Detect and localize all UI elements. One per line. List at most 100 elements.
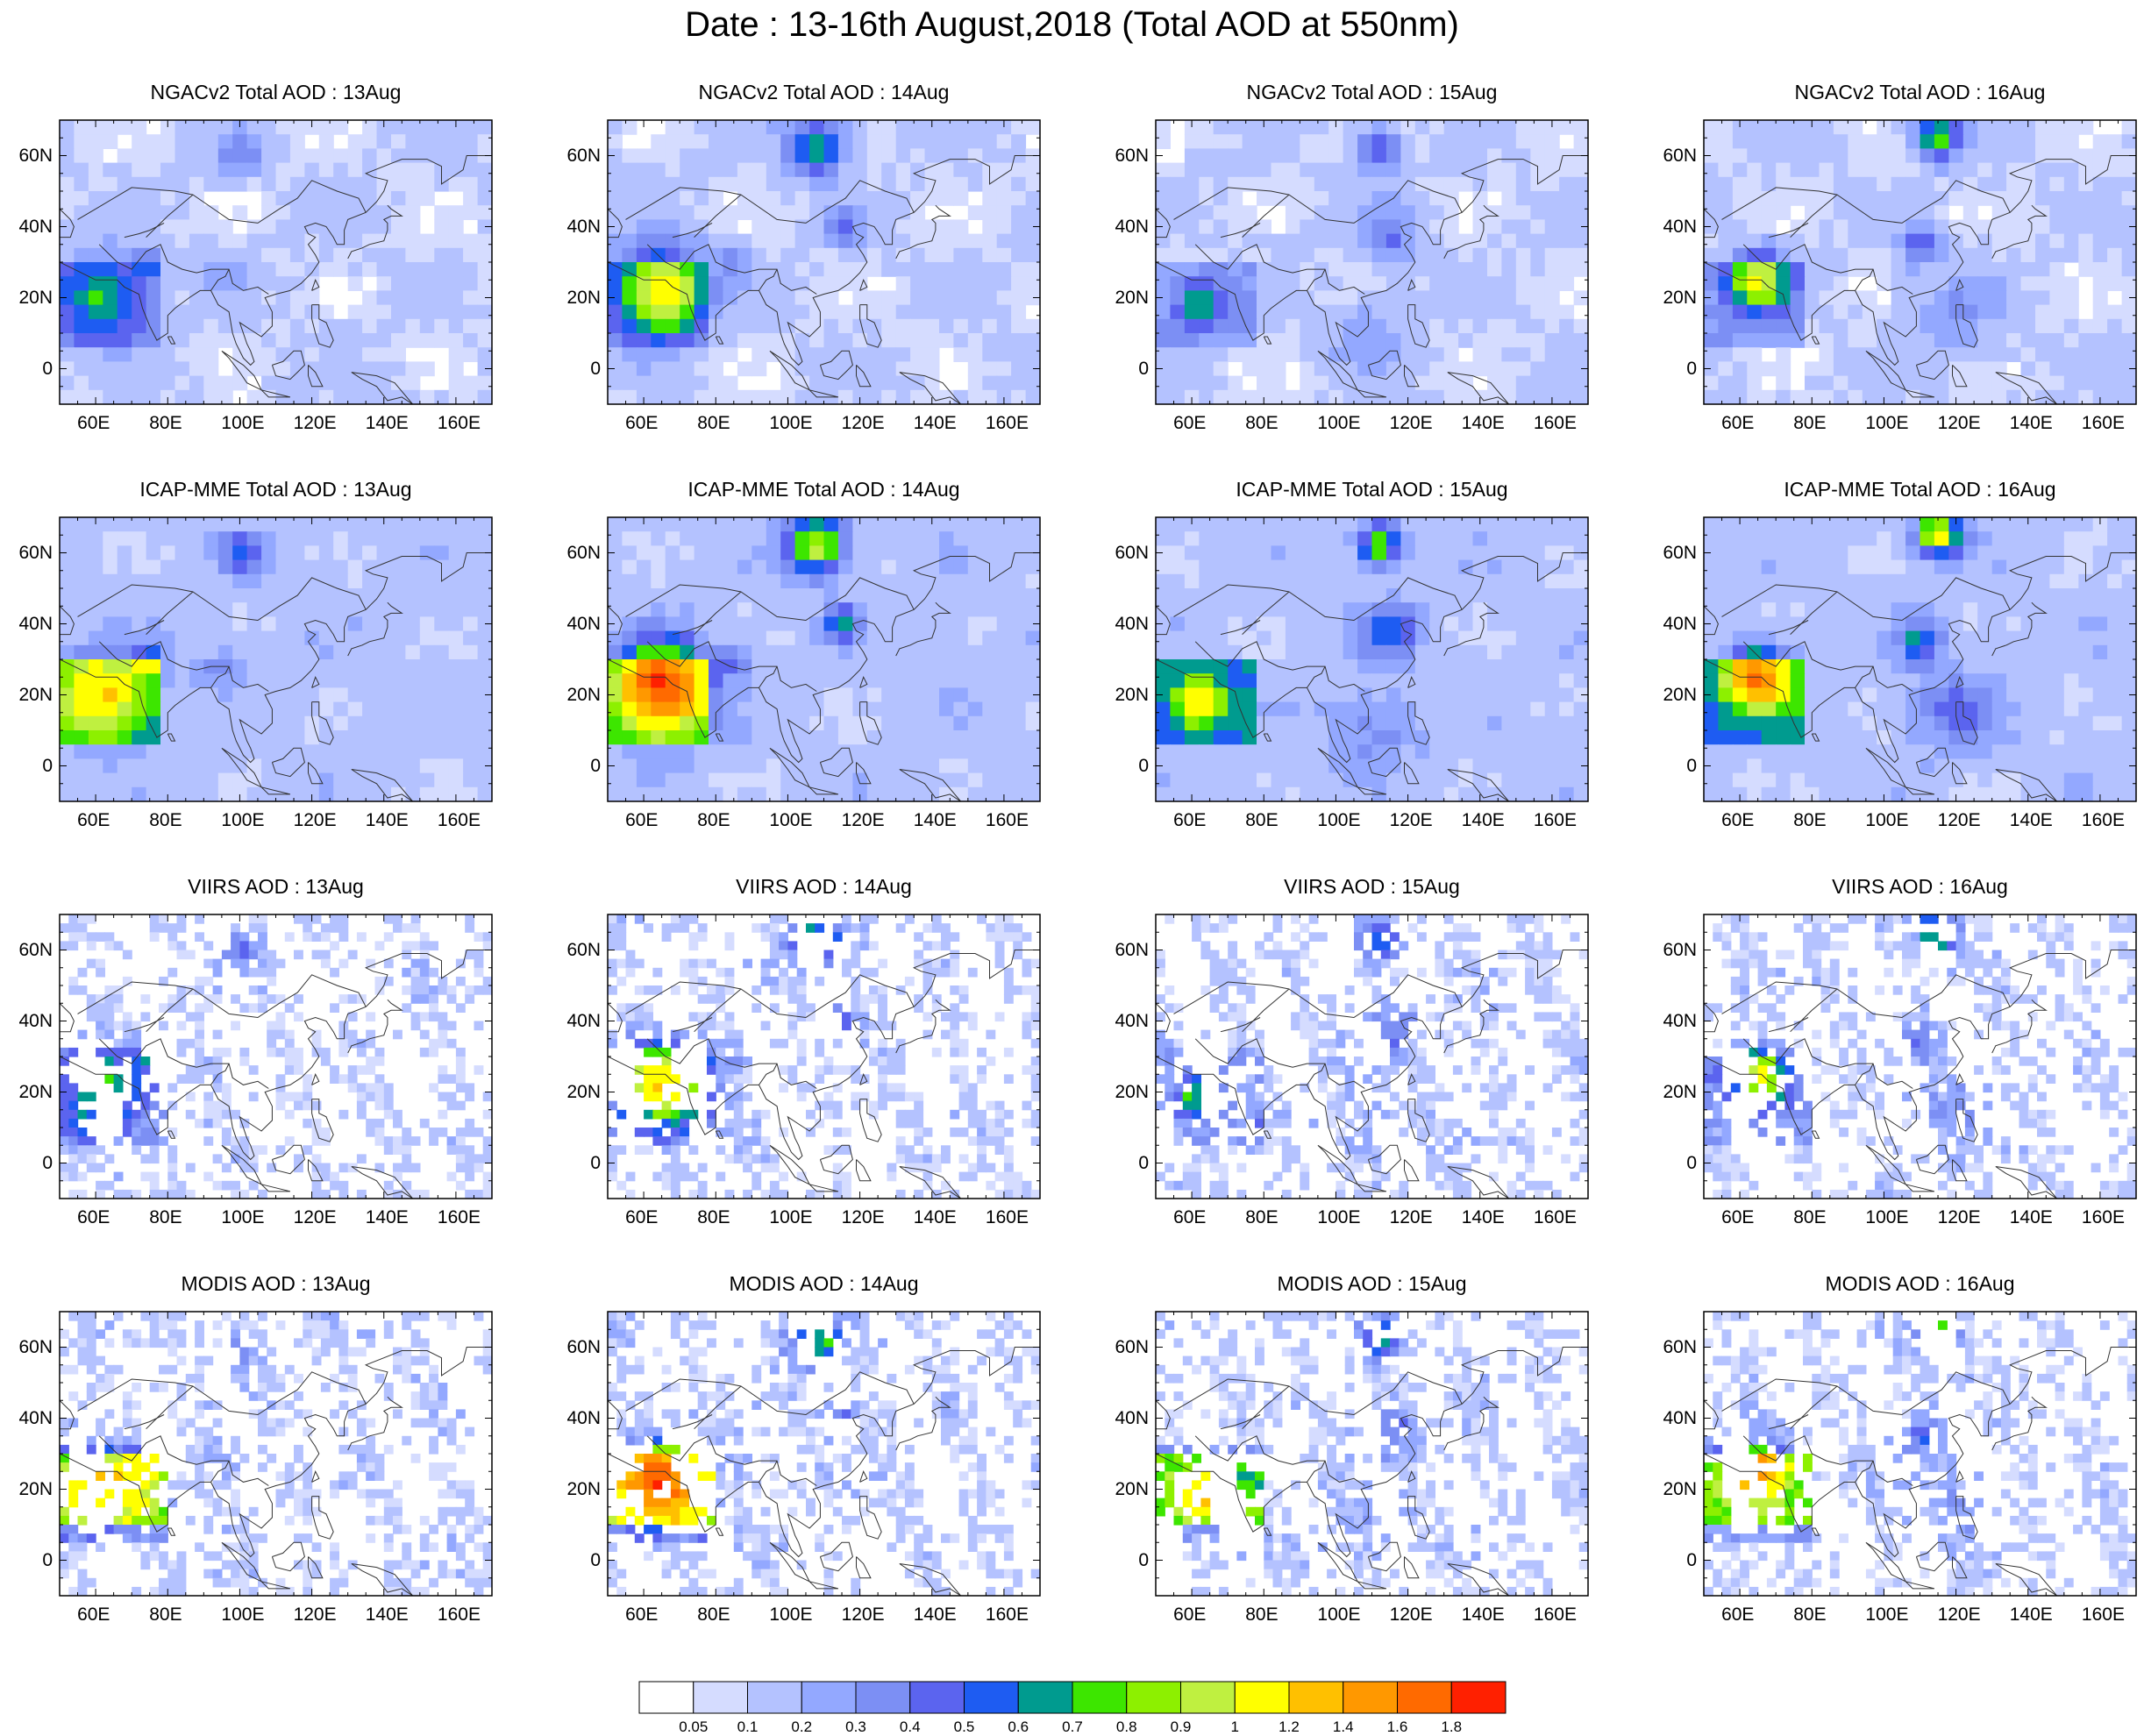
x-tick-label: 120E: [1937, 1604, 1981, 1625]
panel-title: ICAP-MME Total AOD : 15Aug: [1236, 478, 1508, 501]
x-tick-label: 140E: [2009, 413, 2053, 433]
axis-ticks: [1155, 1311, 1589, 1597]
y-tick-label: 20N: [566, 684, 601, 705]
x-tick-label: 140E: [1461, 413, 1505, 433]
axis-ticks: [1155, 914, 1589, 1199]
y-tick-label: 60N: [18, 939, 53, 960]
aod-field: [608, 517, 1040, 801]
y-tick-label: 40N: [566, 1010, 601, 1031]
x-tick-label: 100E: [1865, 1207, 1909, 1227]
colorbar-swatch: [1180, 1681, 1236, 1714]
colorbar-swatch: [1126, 1681, 1181, 1714]
x-tick-label: 80E: [1245, 1207, 1279, 1227]
coastlines: [1156, 552, 1588, 801]
aod-field: [1704, 1312, 2136, 1596]
x-tick-label: 80E: [1793, 413, 1827, 433]
colorbar-label: 0.3: [845, 1718, 866, 1735]
colorbar-label: 0.9: [1170, 1718, 1192, 1735]
map-panel-6: [607, 516, 1041, 802]
y-tick-label: 0: [42, 1152, 53, 1173]
colorbar-swatch: [747, 1681, 802, 1714]
y-tick-label: 40N: [1115, 1407, 1149, 1428]
axis-ticks: [1703, 914, 2137, 1199]
colorbar-swatch: [1288, 1681, 1344, 1714]
y-tick-label: 20N: [1663, 1478, 1697, 1499]
aod-field: [60, 517, 492, 801]
x-tick-label: 120E: [293, 1604, 337, 1625]
map-panel-1: [59, 119, 493, 405]
y-tick-label: 0: [1686, 1152, 1697, 1173]
x-tick-label: 100E: [769, 413, 813, 433]
x-tick-label: 60E: [1721, 1207, 1755, 1227]
x-tick-label: 160E: [985, 1207, 1029, 1227]
y-tick-label: 0: [590, 1549, 601, 1570]
colorbar-swatch: [964, 1681, 1019, 1714]
x-tick-label: 60E: [625, 413, 659, 433]
colorbar-label: 1.8: [1441, 1718, 1463, 1735]
axis-ticks: [59, 914, 493, 1199]
coastlines: [608, 950, 1040, 1199]
x-tick-label: 160E: [985, 1604, 1029, 1625]
colorbar-label: 0.2: [791, 1718, 813, 1735]
x-tick-label: 100E: [1317, 810, 1361, 830]
coastlines: [608, 552, 1040, 801]
x-tick-label: 60E: [77, 413, 110, 433]
axis-ticks: [1703, 119, 2137, 405]
x-tick-label: 60E: [625, 1604, 659, 1625]
y-tick-label: 0: [590, 1152, 601, 1173]
x-tick-label: 80E: [1793, 1207, 1827, 1227]
panel-title: NGACv2 Total AOD : 14Aug: [698, 81, 950, 103]
aod-field: [608, 120, 1040, 404]
y-tick-label: 60N: [1663, 145, 1697, 166]
x-tick-label: 140E: [913, 1207, 957, 1227]
y-tick-label: 60N: [1115, 542, 1149, 563]
x-tick-label: 120E: [293, 1207, 337, 1227]
x-tick-label: 140E: [365, 1604, 409, 1625]
map-panel-14: [607, 1311, 1041, 1597]
colorbar-swatch: [1072, 1681, 1128, 1714]
x-tick-label: 120E: [1937, 810, 1981, 830]
aod-field: [60, 120, 492, 404]
panel-title: MODIS AOD : 13Aug: [181, 1272, 371, 1295]
x-tick-label: 160E: [2081, 413, 2125, 433]
y-tick-label: 0: [42, 1549, 53, 1570]
axis-ticks: [59, 1311, 493, 1597]
y-tick-label: 40N: [18, 1010, 53, 1031]
axis-ticks: [607, 516, 1041, 802]
x-tick-label: 160E: [2081, 810, 2125, 830]
x-tick-label: 160E: [437, 1207, 481, 1227]
x-tick-label: 60E: [77, 810, 110, 830]
x-tick-label: 160E: [1533, 810, 1577, 830]
x-tick-label: 60E: [1721, 413, 1755, 433]
y-tick-label: 20N: [18, 1081, 53, 1102]
panel-title: ICAP-MME Total AOD : 14Aug: [687, 478, 960, 501]
x-tick-label: 160E: [2081, 1604, 2125, 1625]
coastlines: [1156, 1347, 1588, 1596]
colorbar-swatch: [1234, 1681, 1290, 1714]
colorbar: [638, 1681, 1506, 1714]
y-tick-label: 60N: [566, 939, 601, 960]
panel-title: MODIS AOD : 16Aug: [1825, 1272, 2015, 1295]
aod-field: [1704, 517, 2136, 801]
y-tick-label: 60N: [1663, 542, 1697, 563]
x-tick-label: 60E: [1173, 413, 1207, 433]
coastlines: [608, 155, 1040, 404]
x-tick-label: 140E: [365, 810, 409, 830]
panel-title: NGACv2 Total AOD : 13Aug: [150, 81, 402, 103]
y-tick-label: 0: [1138, 1152, 1149, 1173]
x-tick-label: 120E: [1389, 413, 1433, 433]
y-tick-label: 0: [42, 755, 53, 776]
x-tick-label: 100E: [769, 1207, 813, 1227]
y-tick-label: 20N: [1115, 1081, 1149, 1102]
x-tick-label: 160E: [437, 413, 481, 433]
x-tick-label: 100E: [1317, 1604, 1361, 1625]
map-panel-3: [1155, 119, 1589, 405]
x-tick-label: 100E: [221, 1604, 265, 1625]
x-tick-label: 80E: [697, 1604, 730, 1625]
y-tick-label: 0: [42, 358, 53, 379]
colorbar-label: 1.6: [1386, 1718, 1408, 1735]
x-tick-label: 80E: [1793, 810, 1827, 830]
y-tick-label: 40N: [1115, 216, 1149, 237]
aod-field: [608, 1312, 1040, 1596]
y-tick-label: 60N: [1115, 1336, 1149, 1357]
